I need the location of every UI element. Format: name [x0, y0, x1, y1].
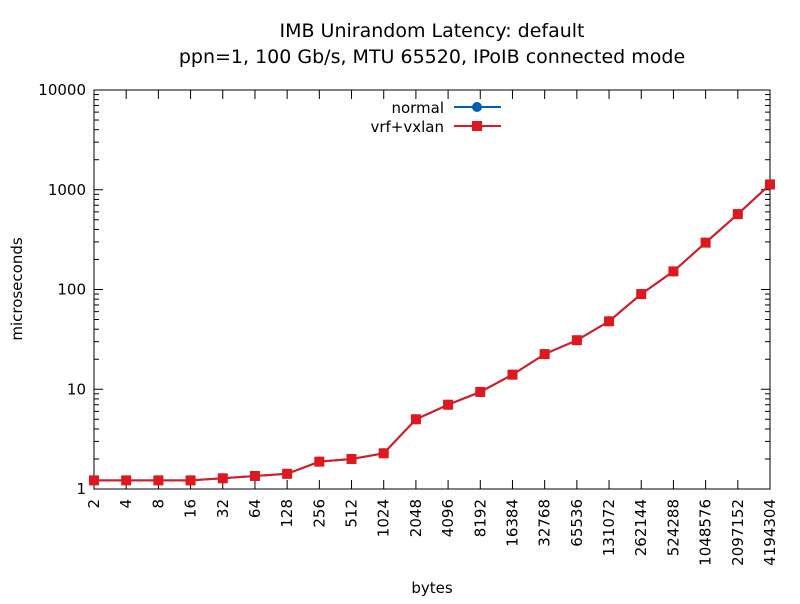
legend-label-normal: normal	[391, 99, 444, 117]
data-point-vrf-vxlan	[668, 266, 679, 277]
x-tick-label: 131072	[600, 499, 618, 556]
x-tick-label: 1024	[375, 499, 393, 537]
legend-marker-normal	[472, 102, 482, 112]
x-tick-label: 2	[85, 499, 103, 509]
data-point-vrf-vxlan	[571, 335, 582, 346]
data-point-vrf-vxlan	[765, 179, 775, 190]
x-tick-label: 64	[246, 499, 264, 518]
legend: normal vrf+vxlan	[370, 99, 501, 136]
y-axis: 1 10 100 1000 10000	[38, 81, 770, 498]
data-point-vrf-vxlan	[604, 316, 615, 327]
data-point-vrf-vxlan	[378, 448, 389, 459]
data-point-vrf-vxlan	[185, 475, 196, 486]
data-point-vrf-vxlan	[314, 456, 325, 467]
series-layer	[89, 179, 775, 486]
legend-marker-vrf-vxlan	[472, 121, 482, 131]
x-tick-label: 16384	[503, 499, 521, 547]
data-point-vrf-vxlan	[410, 414, 421, 425]
data-point-vrf-vxlan	[475, 386, 486, 397]
y-tick-label: 10000	[38, 81, 86, 99]
x-axis: 2 4 8 16 32 64 128 256 512 1024 2048 4096 8192 16384 3…	[85, 90, 779, 566]
y-axis-label: microseconds	[8, 237, 26, 341]
data-point-vrf-vxlan	[89, 475, 99, 486]
data-point-vrf-vxlan	[346, 453, 357, 464]
x-tick-label: 16	[182, 499, 200, 518]
x-tick-label: 65536	[568, 499, 586, 547]
data-point-vrf-vxlan	[443, 399, 454, 410]
x-tick-label: 8	[149, 499, 167, 509]
y-tick-label: 100	[57, 281, 86, 299]
data-point-vrf-vxlan	[282, 468, 293, 479]
y-tick-label: 1000	[48, 181, 86, 199]
y-tick-label: 1	[76, 480, 86, 498]
y-tick-label: 10	[67, 380, 86, 398]
series-line-normal	[94, 183, 771, 482]
data-point-vrf-vxlan	[153, 475, 164, 486]
x-tick-label: 128	[278, 499, 296, 528]
x-axis-label: bytes	[411, 579, 453, 597]
series-line-vrf-vxlan	[94, 183, 771, 482]
x-tick-label: 1048576	[697, 499, 715, 566]
data-point-vrf-vxlan	[249, 470, 260, 481]
x-tick-label: 4194304	[761, 499, 779, 566]
x-tick-label: 2048	[407, 499, 425, 537]
x-tick-label: 524288	[664, 499, 682, 556]
plot-frame	[93, 89, 771, 490]
x-tick-label: 256	[310, 499, 328, 528]
x-tick-label: 512	[343, 499, 361, 528]
chart-title-line2: ppn=1, 100 Gb/s, MTU 65520, IPoIB connec…	[179, 46, 685, 68]
x-tick-label: 4096	[439, 499, 457, 537]
data-point-vrf-vxlan	[700, 237, 711, 248]
chart-title-line1: IMB Unirandom Latency: default	[279, 20, 584, 42]
data-point-vrf-vxlan	[732, 209, 743, 220]
data-point-vrf-vxlan	[121, 475, 132, 486]
x-tick-label: 8192	[471, 499, 489, 537]
x-tick-label: 4	[117, 499, 135, 509]
data-point-vrf-vxlan	[217, 473, 228, 484]
data-point-vrf-vxlan	[539, 349, 550, 360]
data-point-vrf-vxlan	[507, 369, 518, 380]
x-tick-label: 32	[214, 499, 232, 518]
x-tick-label: 262144	[632, 499, 650, 556]
x-tick-label: 32768	[536, 499, 554, 547]
legend-label-vrf-vxlan: vrf+vxlan	[370, 118, 444, 136]
x-tick-label: 2097152	[729, 499, 747, 566]
data-point-vrf-vxlan	[636, 289, 647, 300]
